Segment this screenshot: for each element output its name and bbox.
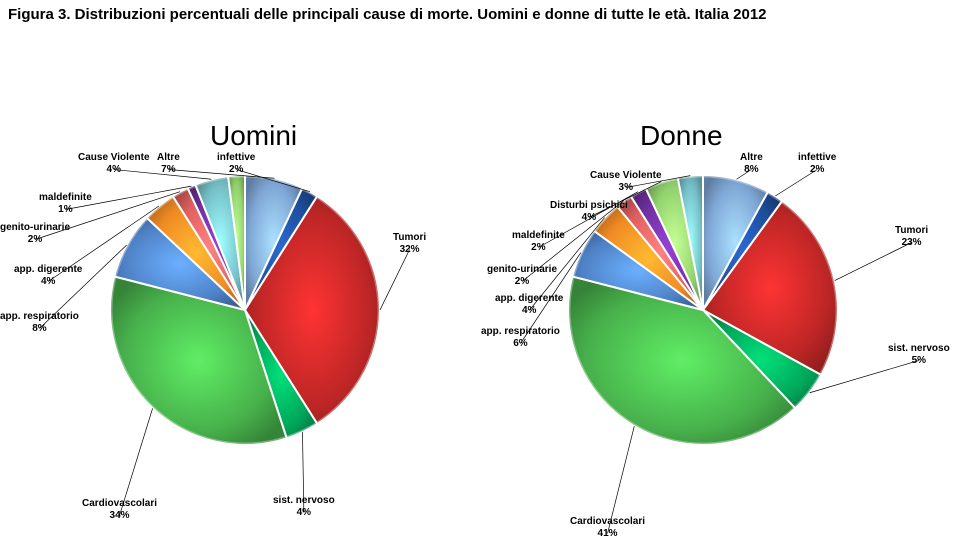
label-d-cardio: Cardiovascolari41% — [570, 516, 645, 539]
label-u-digerente: app. digerente4% — [14, 264, 82, 287]
label-d-causeviolente: Cause Violente3% — [590, 170, 662, 193]
label-u-infettive: infettive2% — [217, 152, 255, 175]
label-u-sistnervoso: sist. nervoso4% — [273, 495, 335, 518]
label-d-maldefinite: maldefinite2% — [512, 230, 565, 253]
label-d-genito: genito-urinarie2% — [487, 264, 557, 287]
label-u-tumori: Tumori32% — [393, 232, 426, 255]
figure-container: Figura 3. Distribuzioni percentuali dell… — [0, 0, 960, 549]
label-u-respiratorio: app. respiratorio8% — [0, 311, 79, 334]
label-d-respiratorio: app. respiratorio6% — [481, 326, 560, 349]
label-u-altre: Altre7% — [157, 152, 180, 175]
label-d-tumori: Tumori23% — [895, 225, 928, 248]
label-u-cardio: Cardiovascolari34% — [82, 498, 157, 521]
leader-line — [380, 250, 410, 311]
label-u-genito: genito-urinarie2% — [0, 222, 70, 245]
label-d-digerente: app. digerente4% — [495, 293, 563, 316]
chart-title-donne: Donne — [640, 120, 723, 152]
label-d-infettive: infettive2% — [798, 152, 836, 175]
leader-line — [835, 243, 912, 281]
label-u-causeviolente: Cause Violente4% — [78, 152, 150, 175]
pie-uomini — [110, 175, 380, 445]
label-d-sistnervoso: sist. nervoso5% — [888, 343, 950, 366]
figure-title: Figura 3. Distribuzioni percentuali dell… — [8, 6, 952, 23]
chart-title-uomini: Uomini — [210, 120, 297, 152]
label-u-maldefinite: maldefinite1% — [39, 192, 92, 215]
label-d-disturbi: Disturbi psichici4% — [550, 200, 628, 223]
label-d-altre: Altre8% — [740, 152, 763, 175]
